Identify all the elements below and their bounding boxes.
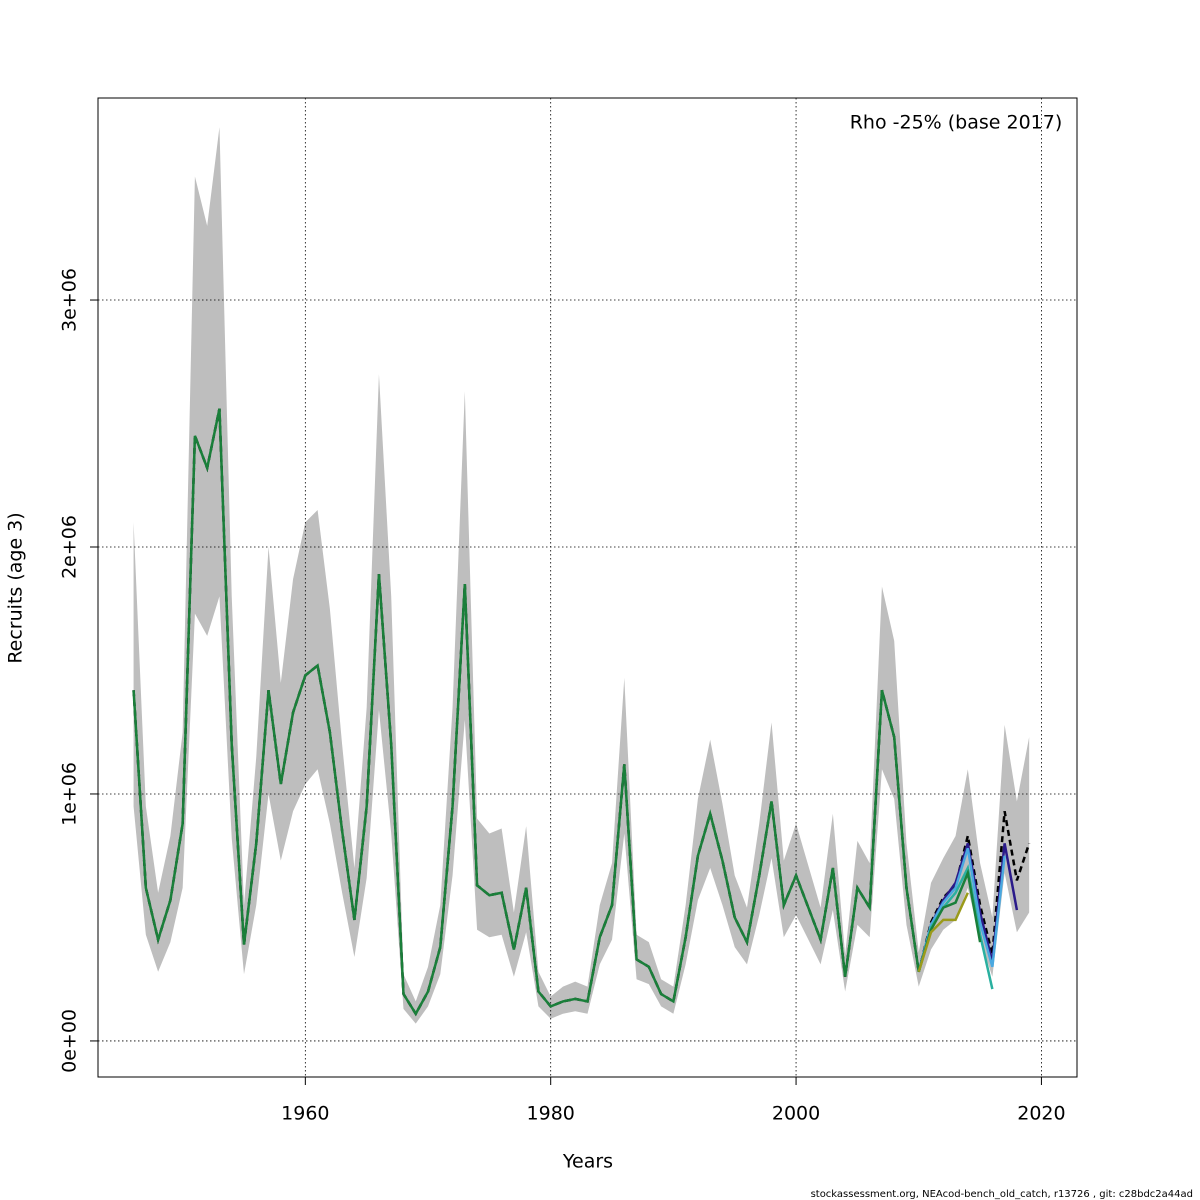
confidence-band bbox=[133, 127, 1030, 1024]
series-line bbox=[917, 892, 969, 973]
x-tick-label: 2000 bbox=[772, 1103, 820, 1125]
y-tick-label: 1e+06 bbox=[59, 762, 81, 826]
y-tick-label: 0e+00 bbox=[59, 1009, 81, 1073]
annotation: Rho -25% (base 2017) bbox=[850, 112, 1063, 134]
series-line bbox=[132, 408, 982, 1017]
y-tick-label: 2e+06 bbox=[59, 515, 81, 579]
footer: stockassessment.org, NEAcod-bench_old_ca… bbox=[811, 1189, 1193, 1200]
y-tick-label: 3e+06 bbox=[59, 268, 81, 332]
x-tick-label: 2020 bbox=[1017, 1103, 1065, 1125]
x-axis-label: Years bbox=[562, 1151, 613, 1173]
y-axis-label: Recruits (age 3) bbox=[5, 512, 27, 663]
plot-frame bbox=[97, 97, 1078, 1078]
series-line bbox=[917, 847, 1006, 973]
x-tick-label: 1980 bbox=[527, 1103, 575, 1125]
x-tick-label: 1960 bbox=[281, 1103, 329, 1125]
